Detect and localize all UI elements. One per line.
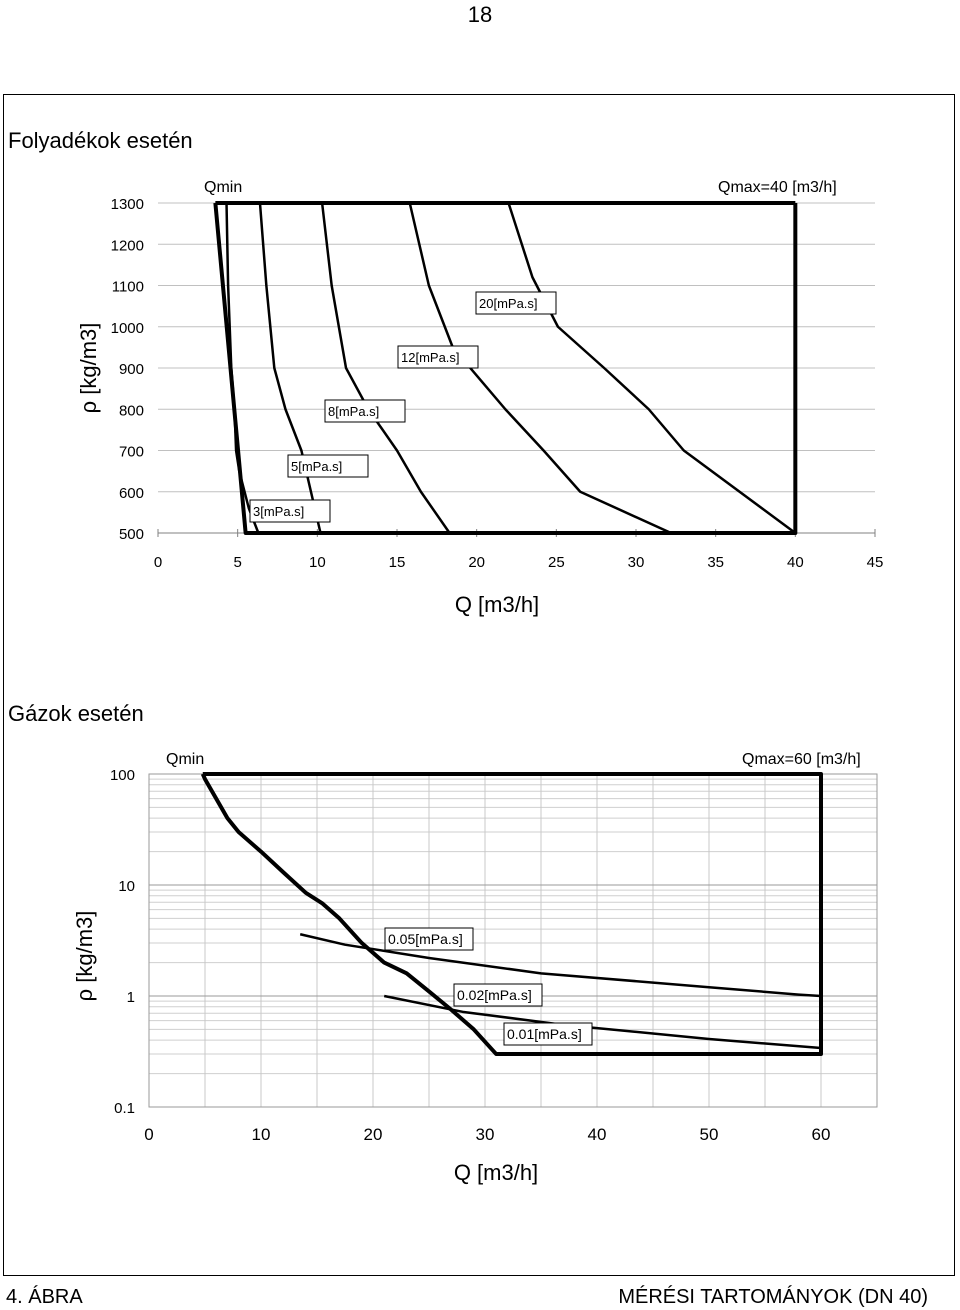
x-tick-label: 25 — [548, 554, 565, 571]
y-tick-label: 1100 — [112, 279, 144, 296]
qmax-annotation: Qmax=40 [m3/h] — [718, 179, 837, 196]
x-axis-label: Q [m3/h] — [455, 592, 539, 617]
series-label-box — [287, 454, 369, 478]
y-tick-label: 1200 — [111, 237, 144, 254]
x-tick-label: 0 — [144, 1125, 153, 1144]
x-tick-label: 45 — [867, 554, 884, 571]
y-tick-label: 600 — [119, 485, 144, 502]
page-number: 18 — [467, 2, 493, 27]
series-label-box — [397, 345, 479, 369]
series-label-box — [503, 1022, 593, 1046]
qmin-annotation: Qmin — [204, 179, 242, 196]
series-label-box — [249, 499, 331, 523]
series-label: 3[mPa.s] — [253, 504, 304, 519]
series-label-box — [475, 291, 557, 315]
y-tick-label: 10 — [118, 878, 135, 895]
x-tick-label: 5 — [233, 554, 241, 571]
x-tick-label: 50 — [700, 1125, 719, 1144]
series-label-box — [453, 983, 543, 1007]
y-tick-label: 0.1 — [114, 1100, 135, 1117]
series-label: 8[mPa.s] — [328, 404, 379, 419]
figure-label: 4. ÁBRA — [6, 1286, 83, 1308]
x-tick-label: 60 — [812, 1125, 831, 1144]
x-tick-label: 20 — [364, 1125, 383, 1144]
series-label-box — [384, 927, 474, 951]
y-tick-label: 100 — [110, 767, 135, 784]
qmin-annotation: Qmin — [166, 751, 204, 768]
x-tick-label: 35 — [707, 554, 724, 571]
x-tick-label: 0 — [154, 554, 162, 571]
gas-chart-title: Gázok esetén — [8, 701, 144, 726]
series-label: 0.01[mPa.s] — [507, 1026, 582, 1042]
boundary-line — [200, 772, 823, 1057]
x-tick-label: 40 — [787, 554, 804, 571]
x-tick-label: 40 — [588, 1125, 607, 1144]
x-axis-label: Q [m3/h] — [454, 1160, 538, 1185]
y-tick-label: 1300 — [111, 196, 144, 213]
liquid-chart-title: Folyadékok esetén — [8, 128, 193, 153]
series-label: 0.05[mPa.s] — [388, 931, 463, 947]
x-tick-label: 10 — [252, 1125, 271, 1144]
series-line — [258, 202, 322, 534]
figure-frame — [3, 94, 955, 1276]
y-axis-label: ρ [kg/m3] — [72, 911, 97, 1002]
x-tick-label: 15 — [389, 554, 406, 571]
x-tick-label: 30 — [628, 554, 645, 571]
qmax-annotation: Qmax=60 [m3/h] — [742, 751, 861, 768]
series-label: 5[mPa.s] — [291, 459, 342, 474]
series-label: 12[mPa.s] — [401, 350, 460, 365]
x-tick-label: 30 — [476, 1125, 495, 1144]
y-tick-label: 500 — [119, 526, 144, 543]
y-tick-label: 1 — [127, 989, 135, 1006]
y-axis-label: ρ [kg/m3] — [76, 323, 101, 414]
x-tick-label: 10 — [309, 554, 326, 571]
series-line — [507, 202, 797, 535]
series-label: 0.02[mPa.s] — [457, 987, 532, 1003]
series-line — [225, 202, 260, 534]
liquid-density-flow-chart: 500 600 700 800 900 1000 1100 1200 1300 0 5 10 15 20 2… — [76, 179, 884, 617]
series-label: 20[mPa.s] — [479, 296, 538, 311]
y-tick-label: 900 — [119, 361, 144, 378]
gas-density-flow-chart: 0.1 1 10 100 0 10 20 30 40 50 60 Q [m3/h] ρ [kg/m3] 0… — [72, 751, 878, 1185]
x-tick-label: 20 — [468, 554, 485, 571]
plot-area-border — [148, 773, 878, 1108]
figure-caption: MÉRÉSI TARTOMÁNYOK (DN 40) — [618, 1286, 928, 1308]
y-tick-label: 700 — [119, 444, 144, 461]
series-line — [299, 933, 822, 998]
y-tick-label: 1000 — [111, 320, 144, 337]
series-label-box — [324, 399, 406, 423]
y-tick-label: 800 — [119, 402, 144, 419]
series-line — [408, 202, 672, 535]
